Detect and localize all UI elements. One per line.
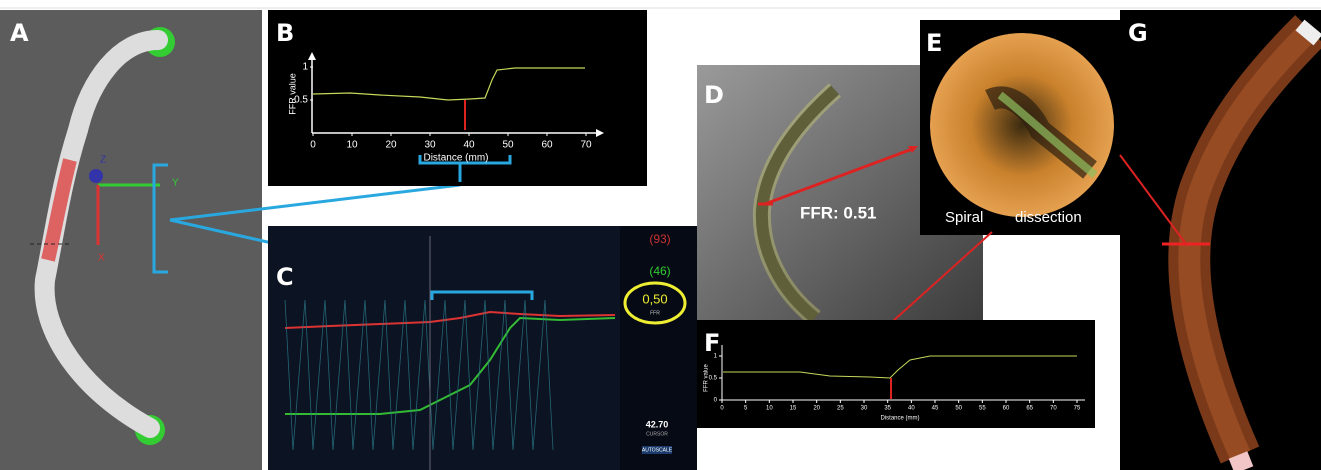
axis-label: Y <box>172 178 179 189</box>
x-axis-title: Distance (mm) <box>423 153 488 164</box>
x-tick-label: 30 <box>861 406 868 412</box>
caption: Spiral <box>945 209 983 226</box>
y-tick-label: 0.5 <box>294 95 308 106</box>
autoscale-button[interactable]: AUTOSCALE <box>642 447 673 453</box>
x-tick-label: 70 <box>1050 406 1057 412</box>
panel-label: E <box>926 29 942 57</box>
panel-g: G <box>1120 10 1321 470</box>
x-tick-label: 40 <box>463 140 475 151</box>
readout: (46) <box>649 264 670 278</box>
x-tick-label: 55 <box>979 406 986 412</box>
x-tick-label: 25 <box>837 406 844 412</box>
x-tick-label: 15 <box>790 406 797 412</box>
x-tick-label: 75 <box>1074 406 1081 412</box>
figure: A Y Z X B FFR value Distance (mm) 010203… <box>0 0 1321 470</box>
x-tick-label: 60 <box>1003 406 1010 412</box>
x-tick-label: 65 <box>1026 406 1033 412</box>
x-tick-label: 10 <box>766 406 773 412</box>
panel-c: C (93) (46) 0,50 FFR 42.70 CURSOR AUTOSC… <box>268 226 697 470</box>
panel-label: C <box>276 263 294 291</box>
x-axis-title: Distance (mm) <box>880 416 919 422</box>
x-tick-label: 50 <box>955 406 962 412</box>
axis-label: Z <box>100 155 106 166</box>
caption: dissection <box>1015 209 1082 226</box>
ffr-caption: FFR <box>650 310 660 316</box>
annotation: FFR: 0.51 <box>800 203 877 222</box>
y-tick-label: 1 <box>302 62 308 73</box>
panel-label: D <box>704 81 724 109</box>
cursor-caption: CURSOR <box>646 431 668 437</box>
panel-label: B <box>276 19 294 47</box>
cursor-value: 42.70 <box>646 419 669 429</box>
axis-label: X <box>98 253 105 264</box>
x-tick-label: 45 <box>932 406 939 412</box>
panel-label: G <box>1128 19 1148 47</box>
x-tick-label: 70 <box>580 140 592 151</box>
x-tick-label: 35 <box>884 406 891 412</box>
x-tick-label: 60 <box>541 140 553 151</box>
x-tick-label: 20 <box>813 406 820 412</box>
panel-label: A <box>10 19 29 47</box>
x-tick-label: 10 <box>346 140 358 151</box>
x-tick-label: 30 <box>424 140 436 151</box>
x-tick-label: 40 <box>908 406 915 412</box>
readout: (93) <box>649 232 670 246</box>
ffr-value: 0,50 <box>642 291 667 306</box>
x-tick-label: 0 <box>310 140 316 151</box>
panel-label: F <box>704 329 720 357</box>
x-tick-label: 20 <box>385 140 397 151</box>
x-tick-label: 50 <box>502 140 514 151</box>
y-tick-label: 0.5 <box>709 376 718 382</box>
